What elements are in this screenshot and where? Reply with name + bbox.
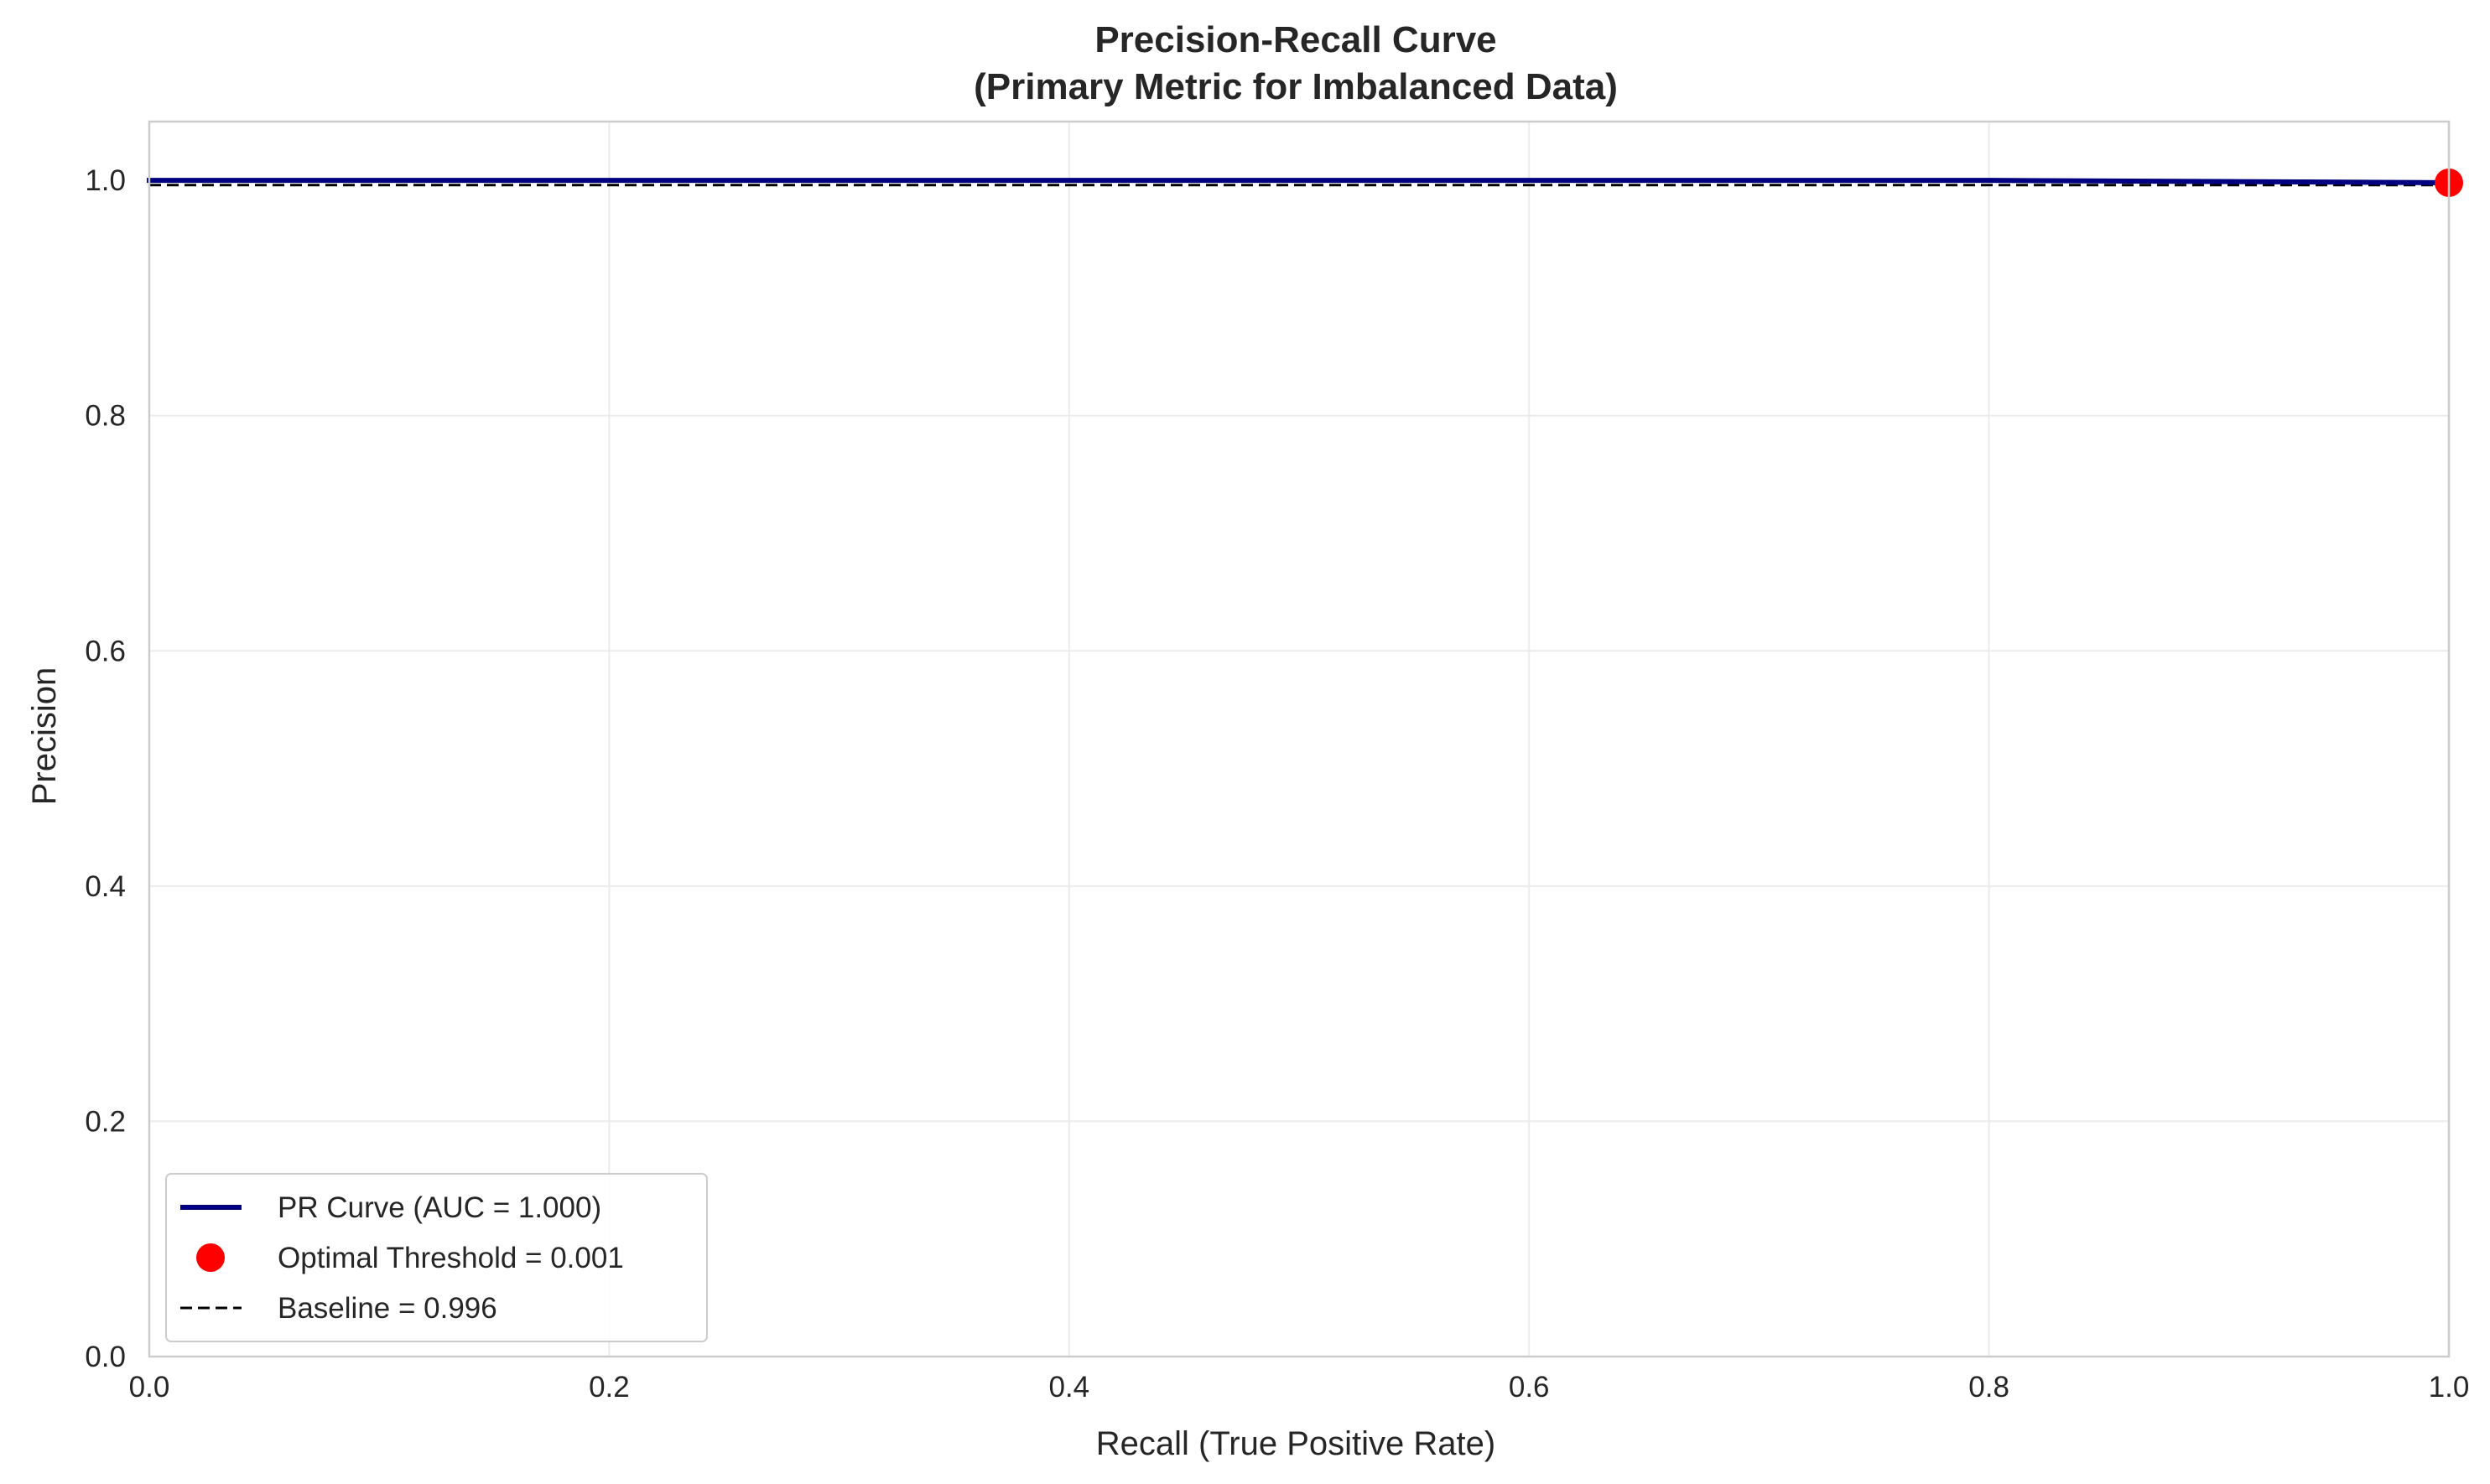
y-tick-label: 0.8	[85, 400, 126, 433]
x-tick-labels: 0.0 0.2 0.4 0.6 0.8 1.0	[129, 1371, 2470, 1404]
chart-subtitle: (Primary Metric for Imbalanced Data)	[974, 66, 1618, 107]
legend-label: Baseline = 0.996	[278, 1292, 497, 1325]
x-tick-label: 0.6	[1509, 1371, 1550, 1404]
legend: PR Curve (AUC = 1.000) Optimal Threshold …	[165, 1173, 708, 1342]
legend-swatch-optimal-threshold	[196, 1243, 225, 1272]
legend-label: PR Curve (AUC = 1.000)	[278, 1191, 601, 1224]
x-tick-label: 0.4	[1048, 1371, 1089, 1404]
x-tick-label: 0.8	[1968, 1371, 2009, 1404]
y-tick-labels: 0.0 0.2 0.4 0.6 0.8 1.0	[85, 164, 126, 1373]
legend-label: Optimal Threshold = 0.001	[278, 1242, 624, 1274]
plot-frame	[148, 120, 2451, 1358]
curve-layer	[147, 178, 2452, 185]
y-tick-label: 0.0	[85, 1341, 126, 1373]
x-axis-label: Recall (True Positive Rate)	[1096, 1425, 1495, 1462]
y-tick-label: 0.6	[85, 635, 126, 667]
y-tick-label: 1.0	[85, 164, 126, 197]
y-axis-label: Precision	[26, 667, 63, 806]
y-tick-label: 0.2	[85, 1105, 126, 1138]
pr-curve-line	[147, 178, 2452, 185]
legend-box	[165, 1173, 708, 1342]
x-tick-label: 0.0	[129, 1371, 170, 1404]
x-tick-label: 1.0	[2429, 1371, 2470, 1404]
y-tick-label: 0.4	[85, 870, 126, 903]
chart-title: Precision-Recall Curve	[1094, 19, 1496, 60]
x-tick-label: 0.2	[589, 1371, 630, 1404]
